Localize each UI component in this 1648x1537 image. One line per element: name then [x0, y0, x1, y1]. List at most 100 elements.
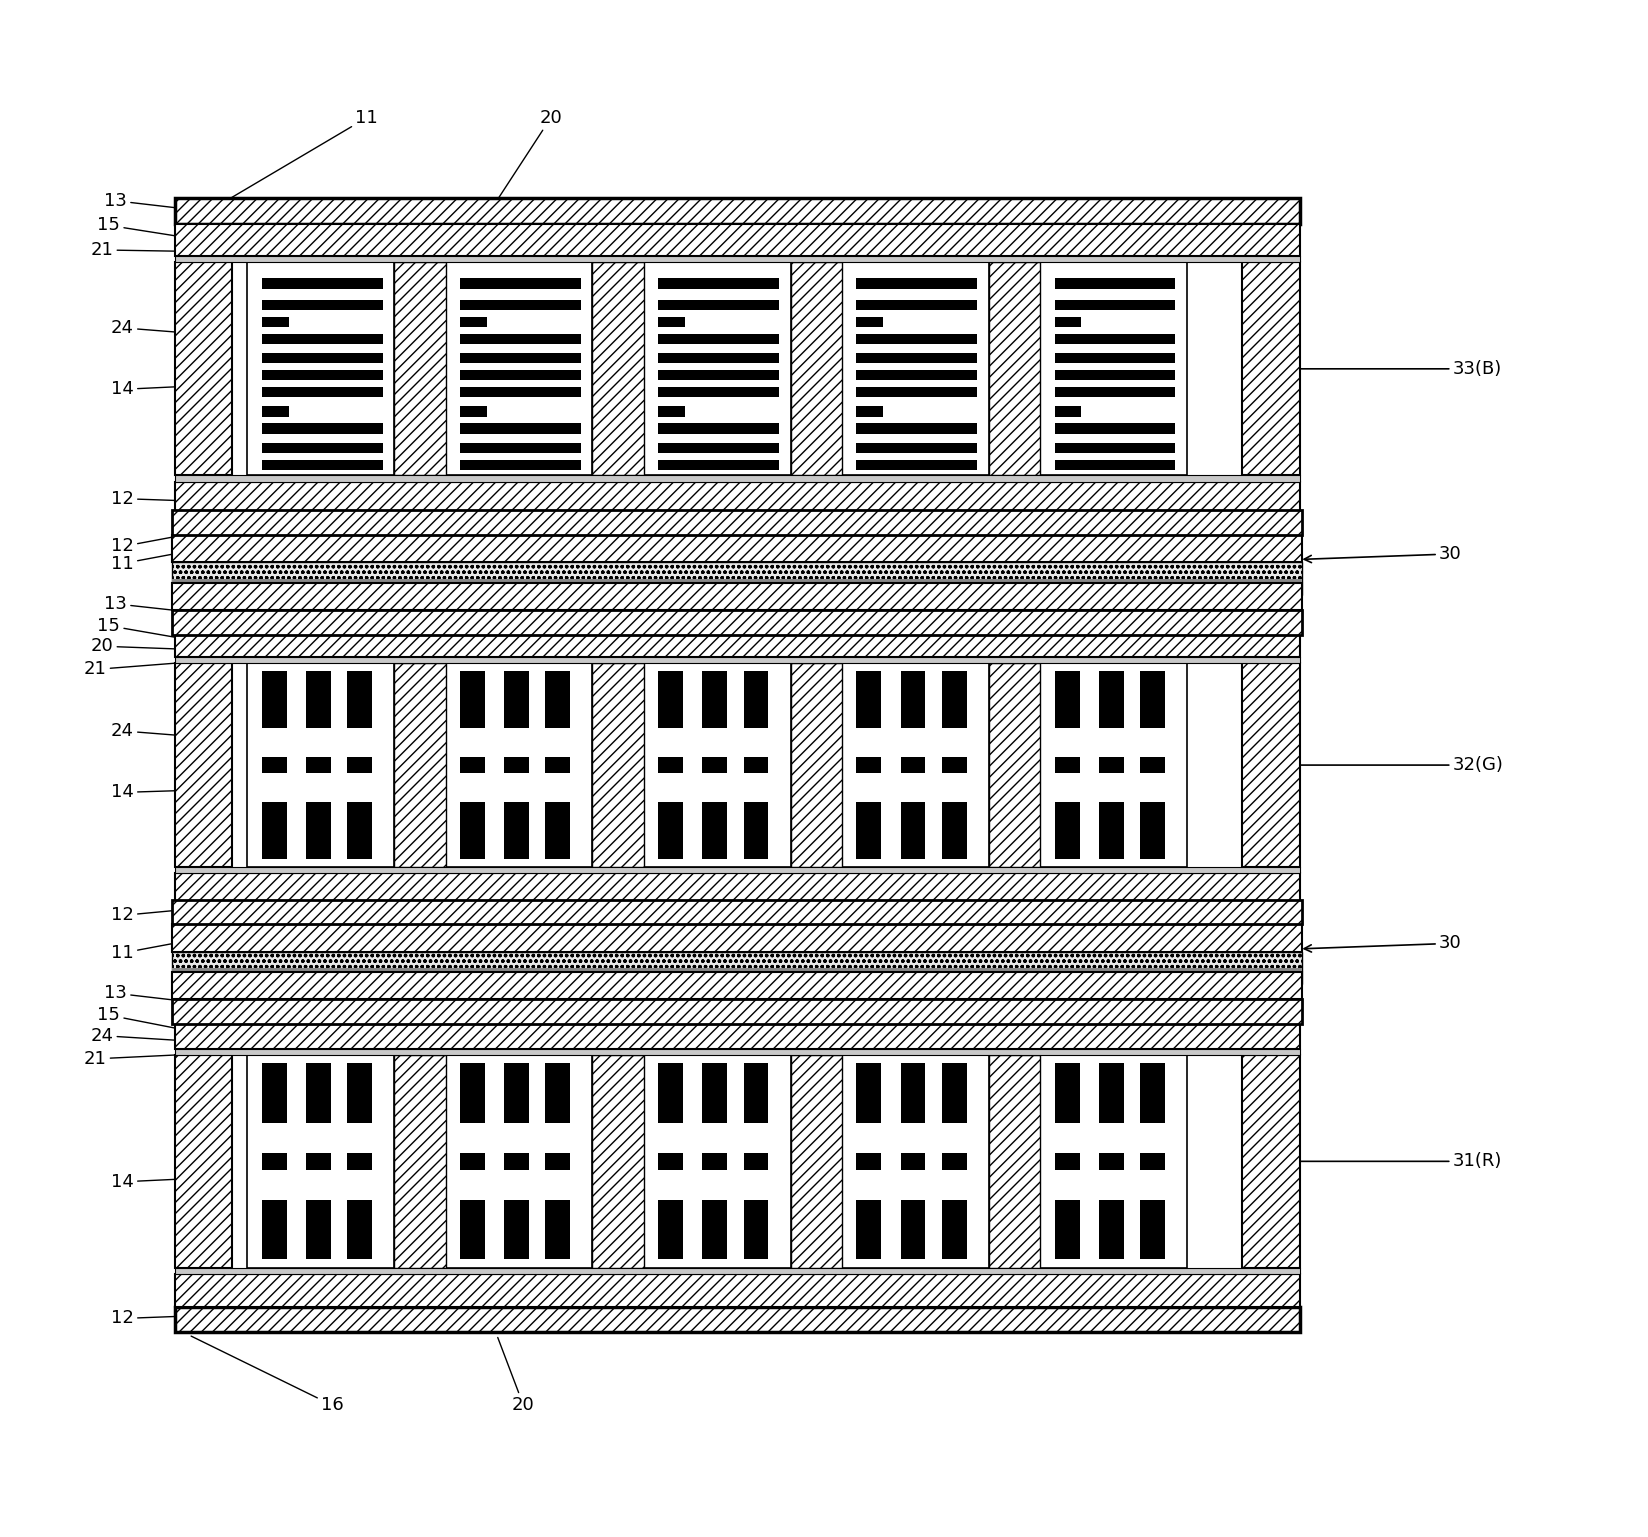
- Bar: [173, 924, 1302, 951]
- Bar: [545, 802, 570, 859]
- Bar: [592, 263, 644, 475]
- Bar: [307, 1064, 331, 1124]
- Bar: [348, 1153, 372, 1170]
- Bar: [1055, 278, 1175, 289]
- Bar: [262, 354, 382, 363]
- Bar: [857, 300, 977, 310]
- Bar: [262, 1200, 287, 1259]
- Bar: [592, 662, 644, 867]
- Bar: [1140, 1200, 1165, 1259]
- Bar: [545, 672, 570, 729]
- Bar: [702, 802, 727, 859]
- Bar: [262, 300, 382, 310]
- Bar: [262, 1064, 287, 1124]
- Bar: [175, 224, 1300, 257]
- Bar: [743, 802, 768, 859]
- Text: 14: 14: [110, 380, 206, 398]
- Bar: [175, 513, 1300, 539]
- Bar: [900, 1064, 926, 1124]
- Bar: [460, 1153, 485, 1170]
- Text: 24: 24: [110, 722, 206, 739]
- Bar: [262, 802, 287, 859]
- Bar: [658, 278, 780, 289]
- Bar: [262, 423, 382, 433]
- Bar: [1040, 662, 1187, 867]
- Bar: [644, 1054, 791, 1268]
- Bar: [857, 354, 977, 363]
- Text: 15: 15: [97, 616, 178, 638]
- Text: 20: 20: [498, 1337, 534, 1414]
- Bar: [900, 756, 926, 773]
- Bar: [504, 672, 529, 729]
- Bar: [1140, 1064, 1165, 1124]
- Bar: [857, 334, 977, 344]
- Bar: [173, 563, 1302, 595]
- Bar: [1099, 1064, 1124, 1124]
- Bar: [857, 443, 977, 453]
- Bar: [857, 406, 883, 417]
- Bar: [348, 672, 372, 729]
- Bar: [307, 1200, 331, 1259]
- Bar: [175, 1054, 232, 1268]
- Bar: [1140, 756, 1165, 773]
- Bar: [545, 1153, 570, 1170]
- Bar: [307, 802, 331, 859]
- Bar: [1055, 443, 1175, 453]
- Text: 15: 15: [97, 217, 178, 237]
- Text: 33(B): 33(B): [1289, 360, 1501, 378]
- Text: 16: 16: [191, 1336, 343, 1414]
- Bar: [175, 1268, 1300, 1274]
- Text: 20: 20: [498, 109, 562, 198]
- Bar: [175, 475, 1300, 481]
- Bar: [1140, 802, 1165, 859]
- Bar: [857, 278, 977, 289]
- Bar: [1055, 672, 1079, 729]
- Bar: [173, 583, 1302, 610]
- Bar: [702, 1064, 727, 1124]
- Bar: [1099, 802, 1124, 859]
- Bar: [1055, 334, 1175, 344]
- Bar: [262, 387, 382, 398]
- Bar: [989, 1054, 1040, 1268]
- Bar: [1140, 1153, 1165, 1170]
- Bar: [702, 672, 727, 729]
- Bar: [857, 423, 977, 433]
- Bar: [842, 1054, 989, 1268]
- Text: 11: 11: [110, 550, 193, 573]
- Bar: [504, 756, 529, 773]
- Bar: [173, 610, 1302, 635]
- Bar: [658, 406, 686, 417]
- Bar: [842, 662, 989, 867]
- Bar: [941, 672, 967, 729]
- Text: 13: 13: [104, 192, 178, 209]
- Bar: [658, 300, 780, 310]
- Bar: [743, 672, 768, 729]
- Bar: [460, 387, 580, 398]
- Bar: [460, 300, 580, 310]
- Bar: [262, 278, 382, 289]
- Bar: [857, 1153, 882, 1170]
- Bar: [1055, 1064, 1079, 1124]
- Bar: [175, 1306, 1300, 1333]
- Bar: [262, 334, 382, 344]
- Text: 13: 13: [104, 595, 178, 613]
- Text: 24: 24: [91, 1027, 178, 1045]
- Bar: [460, 1064, 485, 1124]
- Bar: [1055, 423, 1175, 433]
- Bar: [175, 867, 1300, 873]
- Bar: [175, 1048, 1300, 1054]
- Bar: [842, 263, 989, 475]
- Text: 14: 14: [110, 784, 206, 801]
- Bar: [857, 1200, 882, 1259]
- Bar: [173, 899, 1302, 924]
- Bar: [791, 1054, 842, 1268]
- Bar: [504, 1200, 529, 1259]
- Text: 30: 30: [1304, 546, 1462, 563]
- Bar: [1055, 317, 1081, 327]
- Bar: [307, 672, 331, 729]
- Bar: [658, 1200, 684, 1259]
- Bar: [1055, 802, 1079, 859]
- Bar: [857, 1064, 882, 1124]
- Bar: [743, 1153, 768, 1170]
- Bar: [175, 198, 1300, 224]
